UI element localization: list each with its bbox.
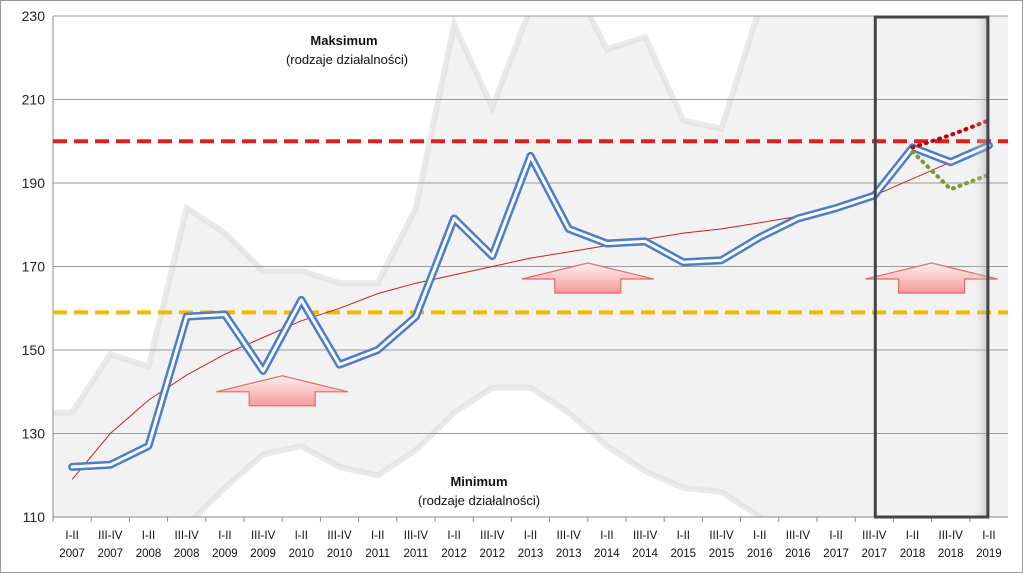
max-band-edge (53, 16, 761, 416)
x-tick-label-period: I-II (218, 530, 231, 542)
x-tick-label-period: III-IV (557, 530, 582, 542)
forecast-high-line (910, 118, 991, 150)
x-tick-label-year: 2011 (404, 548, 429, 560)
x-tick-label-year: 2018 (900, 548, 926, 560)
y-tick-label: 190 (22, 175, 46, 191)
max-subtitle: (rodzaje działalności) (286, 52, 408, 67)
x-tick-label-year: 2010 (327, 548, 353, 560)
x-tick-label-year: 2014 (594, 548, 620, 560)
x-tick-label-year: 2015 (709, 548, 735, 560)
x-tick-label-year: 2009 (212, 548, 238, 560)
x-tick-label-period: III-IV (633, 530, 658, 542)
min-title: Minimum (450, 474, 507, 489)
x-tick-label-year: 2012 (441, 548, 467, 560)
max-title: Maksimum (310, 33, 377, 48)
y-tick-label: 230 (22, 8, 46, 24)
x-tick-label-year: 2011 (365, 548, 390, 560)
x-tick-label-period: I-II (295, 530, 308, 542)
x-tick-label-period: III-IV (939, 530, 964, 542)
x-tick-label-year: 2008 (136, 548, 162, 560)
x-tick-label-year: 2007 (59, 548, 85, 560)
up-arrow-3 (865, 262, 998, 294)
x-tick-label-year: 2013 (518, 548, 544, 560)
min-band-edge (190, 384, 764, 517)
x-tick-label-period: I-II (982, 530, 995, 542)
x-tick-label-year: 2015 (671, 548, 697, 560)
x-tick-label-period: III-IV (404, 530, 429, 542)
x-tick-label-period: I-II (677, 530, 690, 542)
x-tick-label-year: 2014 (632, 548, 658, 560)
x-tick-label-period: III-IV (709, 530, 734, 542)
x-tick-label-period: I-II (447, 530, 460, 542)
y-tick-label: 150 (22, 342, 46, 358)
x-tick-label-year: 2007 (98, 548, 124, 560)
x-tick-label-period: III-IV (327, 530, 352, 542)
x-tick-label-year: 2012 (480, 548, 506, 560)
x-tick-label-period: I-II (829, 530, 842, 542)
x-tick-label-period: I-II (371, 530, 384, 542)
highlight-box (873, 15, 990, 519)
y-tick-label: 130 (22, 426, 46, 442)
x-tick-label-period: III-IV (480, 530, 505, 542)
highlight-shade (970, 17, 989, 517)
series-line-inner (70, 143, 991, 469)
x-tick-label-period: I-II (65, 530, 78, 542)
x-tick-label-period: I-II (753, 530, 766, 542)
x-tick-label-year: 2019 (976, 548, 1002, 560)
y-tick-label: 170 (22, 259, 46, 275)
x-tick-label-year: 2013 (556, 548, 582, 560)
y-tick-label: 110 (23, 509, 46, 525)
up-arrow-2 (521, 262, 654, 294)
x-tick-label-period: III-IV (786, 530, 811, 542)
x-tick-label-period: III-IV (175, 530, 200, 542)
min-subtitle: (rodzaje działalności) (418, 493, 540, 508)
x-tick-label-period: III-IV (862, 530, 887, 542)
x-tick-label-period: III-IV (251, 530, 276, 542)
x-tick-label-year: 2010 (289, 548, 315, 560)
x-tick-label-period: I-II (524, 530, 537, 542)
x-tick-label-year: 2017 (862, 548, 888, 560)
x-tick-label-year: 2009 (250, 548, 276, 560)
x-tick-label-period: I-II (906, 530, 919, 542)
x-tick-label-period: I-II (142, 530, 155, 542)
x-tick-label-year: 2016 (747, 548, 773, 560)
y-tick-label: 210 (22, 92, 46, 108)
x-tick-label-period: III-IV (98, 530, 123, 542)
x-tick-label-year: 2018 (938, 548, 964, 560)
x-tick-label-year: 2008 (174, 548, 200, 560)
up-arrow-1 (216, 375, 349, 407)
x-tick-label-year: 2017 (823, 548, 849, 560)
x-tick-label-period: I-II (600, 530, 613, 542)
x-tick-label-year: 2016 (785, 548, 811, 560)
